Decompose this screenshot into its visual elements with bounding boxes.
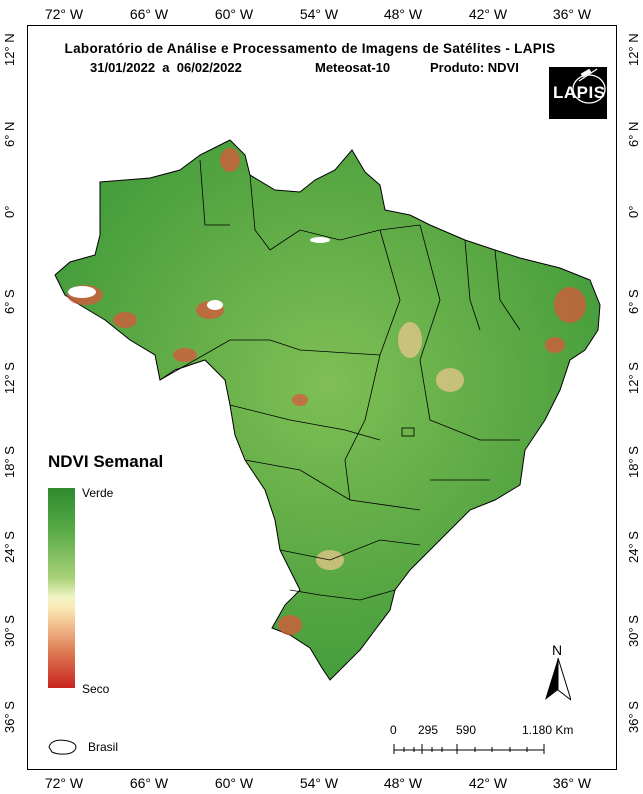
lon-label-top: 60° W bbox=[214, 6, 254, 22]
product-name: Produto: NDVI bbox=[430, 60, 519, 75]
lon-label-bottom: 60° W bbox=[214, 775, 254, 791]
lat-label-right: 6° S bbox=[626, 289, 641, 314]
satellite-icon bbox=[572, 68, 606, 104]
lon-label-bottom: 66° W bbox=[129, 775, 169, 791]
boundary-legend-label: Brasil bbox=[88, 740, 119, 754]
lat-label-right: 30° S bbox=[626, 615, 641, 647]
lat-label-left: 30° S bbox=[2, 615, 17, 647]
lon-label-top: 36° W bbox=[552, 6, 592, 22]
map-title: Laboratório de Análise e Processamento d… bbox=[64, 41, 556, 56]
lat-label-left: 24° S bbox=[2, 531, 17, 563]
north-label: N bbox=[552, 642, 563, 658]
date-range: 31/01/2022 a 06/02/2022 bbox=[90, 60, 242, 75]
lon-label-bottom: 42° W bbox=[468, 775, 508, 791]
boundary-legend-icon bbox=[48, 739, 77, 755]
lon-label-bottom: 36° W bbox=[552, 775, 592, 791]
lat-label-right: 24° S bbox=[626, 531, 641, 563]
lat-label-left: 12° N bbox=[2, 33, 17, 66]
lon-label-bottom: 54° W bbox=[299, 775, 339, 791]
scale-label-1180: 1.180 Km bbox=[522, 723, 574, 737]
lat-label-right: 12° N bbox=[626, 33, 641, 66]
lapis-logo: LAPIS bbox=[549, 67, 607, 119]
lat-label-right: 36° S bbox=[626, 701, 641, 733]
lon-label-top: 42° W bbox=[468, 6, 508, 22]
scale-label-590: 590 bbox=[456, 723, 477, 737]
lon-label-top: 72° W bbox=[44, 6, 84, 22]
lat-label-left: 0° bbox=[2, 205, 17, 218]
lon-label-bottom: 48° W bbox=[383, 775, 423, 791]
lat-label-right: 0° bbox=[626, 205, 641, 218]
lon-label-top: 54° W bbox=[299, 6, 339, 22]
scale-bar bbox=[393, 744, 545, 754]
legend-low-label: Seco bbox=[82, 682, 110, 696]
lon-label-top: 48° W bbox=[383, 6, 423, 22]
north-arrow-icon bbox=[545, 658, 571, 701]
map-frame bbox=[27, 25, 617, 770]
lon-label-top: 66° W bbox=[129, 6, 169, 22]
ndvi-color-ramp bbox=[48, 488, 75, 688]
scale-label-295: 295 bbox=[418, 723, 439, 737]
lat-label-left: 6° S bbox=[2, 289, 17, 314]
logo-text: LAPIS bbox=[553, 83, 606, 102]
lat-label-left: 6° N bbox=[2, 121, 17, 147]
legend-title: NDVI Semanal bbox=[48, 452, 164, 471]
lat-label-right: 6° N bbox=[626, 121, 641, 147]
lon-label-bottom: 72° W bbox=[44, 775, 84, 791]
legend-high-label: Verde bbox=[82, 486, 114, 500]
lat-label-left: 18° S bbox=[2, 446, 17, 478]
lat-label-right: 18° S bbox=[626, 446, 641, 478]
lat-label-left: 36° S bbox=[2, 701, 17, 733]
lat-label-left: 12° S bbox=[2, 362, 17, 394]
satellite-name: Meteosat-10 bbox=[315, 60, 391, 75]
scale-label-0: 0 bbox=[390, 723, 397, 737]
lat-label-right: 12° S bbox=[626, 362, 641, 394]
